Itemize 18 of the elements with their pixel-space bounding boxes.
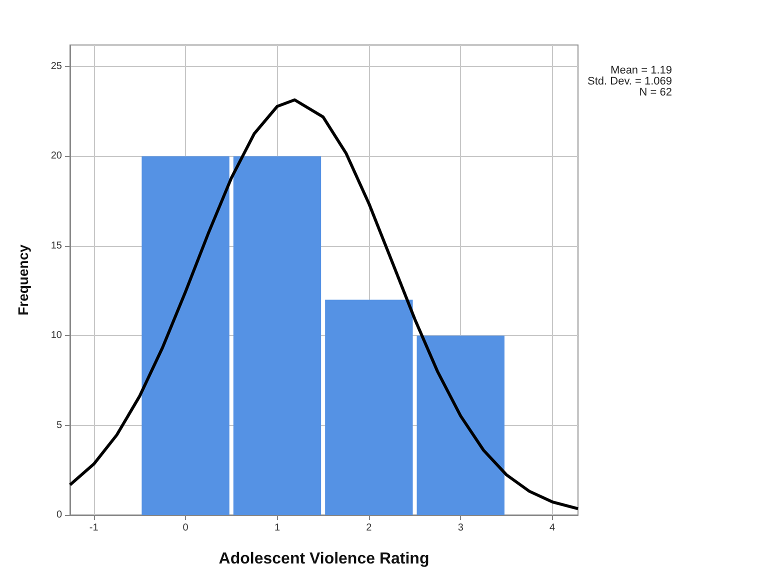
line-series (68, 98, 580, 510)
text: Mean = 1.19 (610, 64, 672, 76)
x-tick-label: 2 (366, 522, 372, 534)
y-tick-label: 15 (50, 240, 62, 252)
y-axis-title: Frequency (15, 244, 31, 316)
x-tick-label: -1 (89, 522, 99, 534)
y-tick-label: 10 (50, 330, 62, 342)
x-tick-label: 3 (458, 522, 464, 534)
x-tick-label: 4 (550, 522, 556, 534)
x-tick-label: 0 (182, 522, 189, 534)
x-tick-label: 1 (274, 522, 280, 534)
y-tick-label: 0 (56, 510, 62, 520)
text: Std. Dev. = 1.069 (588, 76, 672, 88)
x-axis-title: Adolescent Violence Rating (218, 550, 430, 568)
y-tick-label: 25 (50, 61, 62, 72)
y-tick-label: 20 (50, 150, 62, 162)
text: N = 62 (639, 86, 672, 98)
y-tick-label: 5 (56, 420, 62, 431)
